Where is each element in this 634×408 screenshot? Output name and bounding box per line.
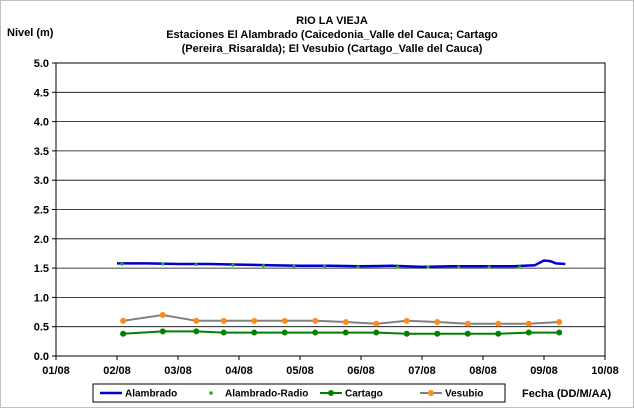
data-point-alambrado-radio [426,265,430,269]
data-point-alambrado-radio [322,264,326,268]
legend-item-alambrado: Alambrado [100,389,177,400]
x-tick-label: 09/08 [530,365,558,377]
legend-item-vesubio: Vesubio [420,389,483,400]
data-point-cartago [193,328,200,335]
data-point-cartago [556,329,563,336]
y-tick-label: 0.5 [34,322,49,334]
data-point-cartago [373,329,380,336]
data-point-vesubio [403,317,410,324]
x-tick-label: 10/08 [591,365,619,377]
series-alambrado-radio [120,262,522,269]
data-point-vesubio [495,320,502,327]
data-point-cartago [281,329,288,336]
legend-item-alambrado-radio: Alambrado-Radio [209,389,308,400]
legend-label-cartago: Cartago [345,389,383,400]
series-alambrado [117,259,566,269]
x-tick-label: 03/08 [164,365,192,377]
x-tick-labels: 01/08 02/08 03/08 04/08 05/08 06/08 07/08 08/08… [42,356,619,377]
data-point-vesubio [159,311,166,318]
data-point-alambrado-radio [231,263,235,267]
legend-item-cartago: Cartago [320,389,383,400]
data-point-cartago [220,329,227,336]
y-tick-label: 4.0 [34,117,49,129]
data-point-vesubio [312,317,319,324]
data-point-vesubio [556,319,563,326]
legend: Alambrado Alambrado-Radio Cartago Vesubio [92,383,506,403]
x-tick-label: 05/08 [286,365,314,377]
data-point-cartago [495,330,502,337]
data-point-vesubio [464,320,471,327]
series-cartago [120,328,563,337]
data-point-cartago [251,329,258,336]
y-tick-label: 4.5 [34,87,49,99]
series-layer [117,259,566,337]
data-point-cartago [159,328,166,335]
chart-title-line-2: Estaciones El Alambrado (Caicedonia_Vall… [166,29,498,41]
data-point-alambrado-radio [518,265,522,269]
data-point-alambrado-radio [161,262,165,266]
data-point-vesubio [220,317,227,324]
data-point-vesubio [342,319,349,326]
data-point-alambrado-radio [292,264,296,268]
series-line-alambrado [117,259,566,269]
x-tick-label: 01/08 [42,365,70,377]
legend-swatch-cartago [328,390,334,396]
x-axis-label: Fecha (DD/M/AA) [522,388,612,400]
data-point-vesubio [525,320,532,327]
data-point-vesubio [193,317,200,324]
y-tick-label: 1.0 [34,292,49,304]
y-tick-label: 1.5 [34,263,49,275]
data-point-cartago [342,329,349,336]
y-tick-label: 2.0 [34,234,49,246]
y-tick-label: 3.0 [34,175,49,187]
data-point-alambrado-radio [487,265,491,269]
data-point-vesubio [281,317,288,324]
x-tick-label: 04/08 [225,365,253,377]
data-point-cartago [312,329,319,336]
legend-label-vesubio: Vesubio [445,389,483,400]
y-axis-label: Nivel (m) [7,27,54,39]
chart-title-line-3: (Pereira_Risaralda); El Vesubio (Cartago… [182,43,483,55]
grid-layer [56,91,605,328]
data-point-alambrado-radio [356,265,360,269]
data-point-alambrado-radio [396,265,400,269]
data-point-vesubio [373,320,380,327]
data-point-alambrado-radio [457,265,461,269]
chart-title-line-1: RIO LA VIEJA [296,15,368,27]
legend-swatch-alambrado-radio [209,391,213,395]
data-point-cartago [403,330,410,337]
y-tick-label: 2.5 [34,205,49,217]
y-tick-label: 3.5 [34,146,49,158]
data-point-cartago [525,329,532,336]
x-tick-label: 06/08 [347,365,375,377]
legend-label-alambrado: Alambrado [125,389,177,400]
data-point-alambrado-radio [194,262,198,267]
data-point-cartago [120,330,127,337]
y-tick-label: 0.0 [34,351,49,363]
data-point-alambrado-radio [261,264,265,268]
legend-label-alambrado-radio: Alambrado-Radio [225,389,308,400]
data-point-cartago [464,330,471,337]
y-tick-label: 5.0 [34,58,49,70]
legend-swatch-vesubio [428,390,434,396]
data-point-vesubio [434,319,441,326]
x-tick-label: 08/08 [469,365,497,377]
x-tick-label: 02/08 [103,365,131,377]
legend-items: Alambrado Alambrado-Radio Cartago Vesubio [100,389,483,400]
data-point-cartago [434,330,441,337]
y-tick-labels: 0.0 0.5 1.0 1.5 2.0 2.5 3.0 3.5 4.0 4.5 5.0 [34,58,56,363]
x-tick-label: 07/08 [408,365,436,377]
data-point-vesubio [251,317,258,324]
series-vesubio [120,311,563,327]
legend-box [92,383,506,403]
data-point-alambrado-radio [120,262,124,266]
data-point-vesubio [120,317,127,324]
